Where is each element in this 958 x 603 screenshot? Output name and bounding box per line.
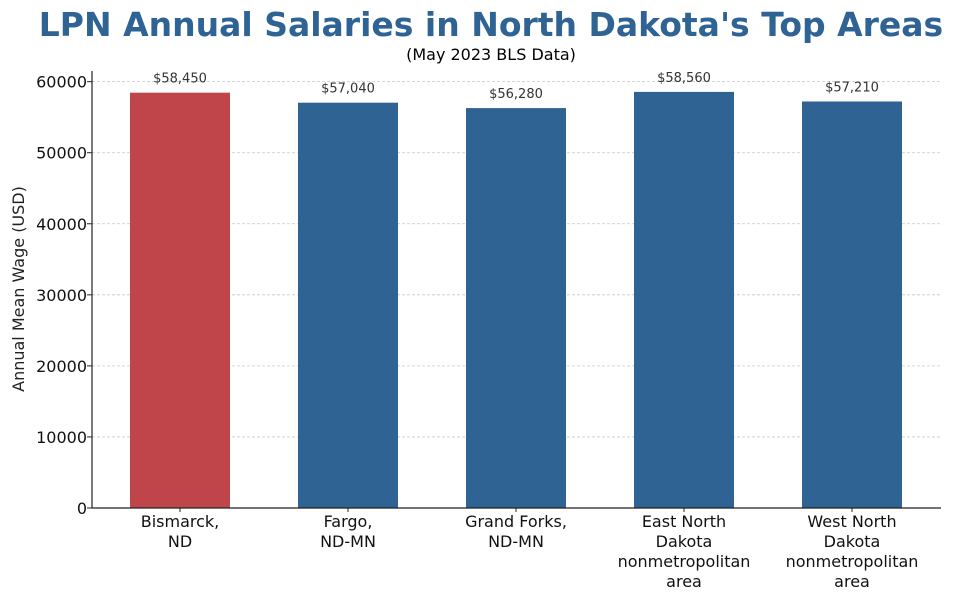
- x-tick-label: Fargo, ND-MN: [320, 512, 376, 551]
- y-tick-label: 30000: [36, 286, 87, 305]
- labels: 0 10000 20000 30000 40000 50000 60000 $58,450 Bi…: [36, 71, 918, 591]
- bar: [466, 108, 566, 508]
- x-tick-label: West North Dakota nonmetropolitan area: [786, 512, 919, 591]
- bars: [130, 91, 902, 509]
- chart-title: LPN Annual Salaries in North Dakota's To…: [39, 5, 943, 44]
- data-label: $57,210: [825, 80, 879, 95]
- bar: [130, 92, 230, 508]
- x-tick-label: Grand Forks, ND-MN: [465, 512, 567, 551]
- x-tick-label: Bismarck, ND: [141, 512, 220, 551]
- x-tick-label: East North Dakota nonmetropolitan area: [618, 512, 751, 591]
- y-tick-label: 40000: [36, 215, 87, 234]
- axes: [87, 71, 941, 512]
- y-tick-label: 10000: [36, 428, 87, 447]
- data-label: $56,280: [489, 87, 543, 102]
- bar: [634, 91, 734, 508]
- y-tick-label: 50000: [36, 144, 87, 163]
- y-tick-label: 20000: [36, 357, 87, 376]
- bar: [298, 102, 398, 509]
- data-label: $58,450: [153, 72, 207, 87]
- y-tick-label: 60000: [36, 73, 87, 92]
- bar: [802, 101, 902, 509]
- data-label: $58,560: [657, 71, 711, 86]
- y-axis-label: Annual Mean Wage (USD): [9, 186, 28, 392]
- chart-subtitle: (May 2023 BLS Data): [406, 45, 576, 64]
- data-label: $57,040: [321, 82, 375, 97]
- y-tick-label: 0: [77, 499, 87, 518]
- grid-lines: [92, 81, 941, 438]
